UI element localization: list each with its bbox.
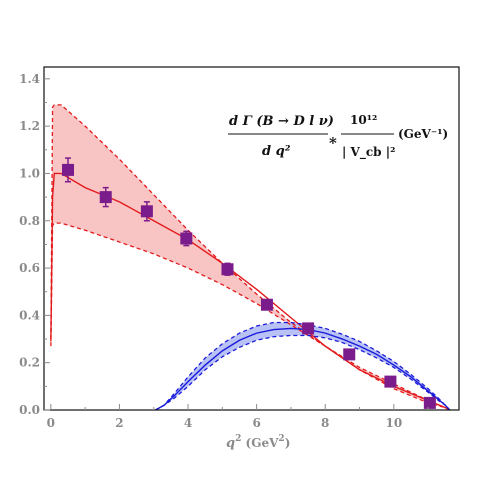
data-point-marker [221,263,234,276]
x-axis-label-unit-exp: 2 [278,434,284,444]
y-tick-label: 0.2 [19,356,40,370]
x-tick-label: 4 [184,416,192,430]
x-tick-label: 2 [115,416,123,430]
y-tick-label: 1.2 [19,119,40,133]
y-tick-label: 0.8 [19,214,40,228]
x-axis-label-unit-open: (GeV [241,436,279,450]
x-axis-label: q2 (GeV2) [226,434,290,451]
formula-annotation: d Γ (B → D l ν) d q² * 10¹² | V_cb |² (G… [228,113,448,160]
red-band-upper-line [50,104,451,411]
x-axis-label-exp: 2 [235,434,241,444]
blue-band-fill [155,322,450,410]
data-point-marker [423,396,436,409]
x-tick-label: 10 [385,416,402,430]
y-tick-label: 1.4 [19,72,40,86]
plot-frame [43,66,460,411]
data-point-marker [343,348,356,361]
data-point-marker [260,298,273,311]
red-band-fill [50,104,450,410]
y-tick-label: 0.4 [19,308,40,322]
axis-ticks-layer: 0 2 4 6 8 10 0.0 0.2 0.4 0.6 0.8 1.0 1.2 1.4 [19,72,429,430]
data-point-marker [140,205,153,218]
x-axis-label-unit-close: ) [285,436,291,450]
x-tick-label: 6 [252,416,260,430]
data-point-marker [180,232,193,245]
bands-layer [50,104,450,410]
x-tick-label: 8 [321,416,329,430]
y-tick-label: 0.6 [19,261,40,275]
blue-band-lower-line [155,334,451,411]
red-band-lower-line [50,222,451,411]
data-point-marker [302,322,315,335]
data-point-marker [384,375,397,388]
data-point-marker [62,163,75,176]
y-tick-label: 0.0 [19,403,40,417]
formula-factor-denominator: | V_cb |² [342,145,395,160]
formula-times: * [329,134,337,152]
y-tick-label: 1.0 [19,166,40,180]
x-axis-label-main: q [226,436,235,451]
x-tick-label: 0 [47,416,55,430]
formula-numerator: d Γ (B → D l ν) [229,114,334,129]
data-point-marker [99,191,112,204]
formula-unit: (GeV⁻¹) [398,127,448,141]
data-points-layer [62,157,436,409]
formula-factor-numerator: 10¹² [350,113,377,127]
formula-denominator: d q² [262,144,291,159]
